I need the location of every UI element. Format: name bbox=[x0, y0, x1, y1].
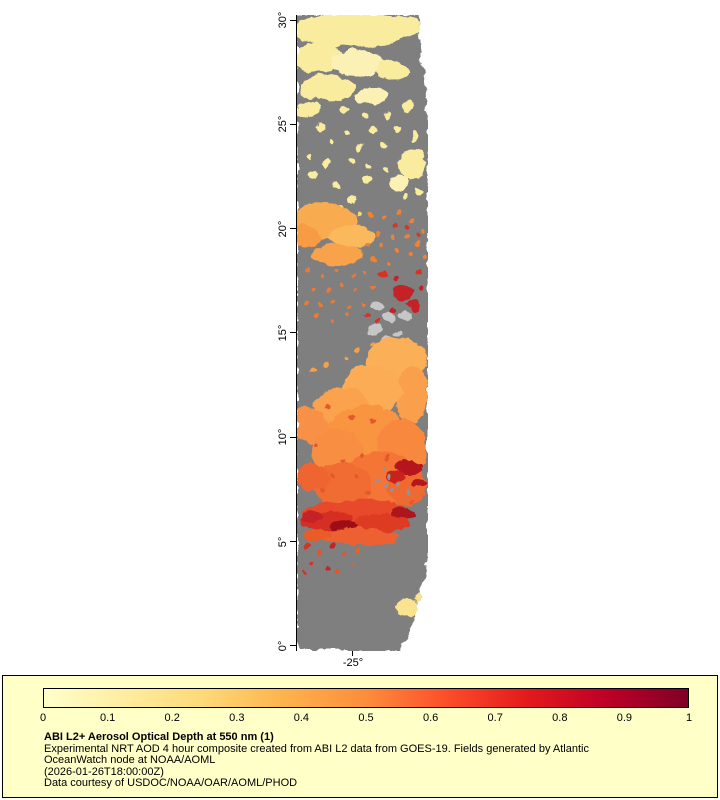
colorbar-gradient bbox=[44, 689, 688, 707]
product-description-line1: Experimental NRT AOD 4 hour composite cr… bbox=[44, 742, 589, 755]
product-title: ABI L2+ Aerosol Optical Depth at 550 nm … bbox=[44, 731, 274, 743]
caption-block: ABI L2+ Aerosol Optical Depth at 550 nm … bbox=[44, 731, 709, 790]
latitude-tick-label: 5° bbox=[277, 536, 289, 547]
colorbar-tick-label: 0.4 bbox=[293, 712, 310, 724]
moderate-aod-band bbox=[297, 202, 426, 266]
latitude-tick-label: 15° bbox=[277, 324, 289, 342]
latitude-tick-label: 30° bbox=[277, 11, 289, 29]
colorbar-tick-label: 0.8 bbox=[552, 712, 568, 724]
colorbar-tick-label: 0.1 bbox=[99, 712, 116, 724]
latitude-tick-label: 25° bbox=[277, 116, 289, 133]
latitude-tick bbox=[290, 332, 297, 333]
colorbar-tick-label: 0.5 bbox=[358, 712, 374, 724]
product-timestamp: (2026-01-26T18:00:00Z) bbox=[44, 765, 164, 778]
aod-map-swath bbox=[297, 15, 428, 650]
colorbar-tick-label: 0.9 bbox=[616, 712, 633, 724]
latitude-tick bbox=[290, 645, 297, 646]
low-aod-clouds-north bbox=[297, 15, 426, 219]
latitude-axis-line bbox=[296, 15, 297, 651]
latitude-tick-label: 20° bbox=[277, 220, 289, 237]
longitude-tick bbox=[352, 651, 353, 656]
colorbar-tick-label: 1 bbox=[685, 712, 693, 724]
latitude-tick bbox=[290, 228, 297, 229]
longitude-label: -25° bbox=[342, 657, 364, 669]
colorbar-tick-label: 0 bbox=[39, 712, 47, 724]
colorbar-tick-label: 0.3 bbox=[229, 712, 245, 724]
dust-plume-core bbox=[302, 500, 414, 545]
latitude-tick-label: 0° bbox=[277, 640, 289, 652]
colorbar-tick-label: 0.7 bbox=[487, 712, 503, 724]
colorbar-tick-label: 0.2 bbox=[164, 712, 180, 724]
product-description-line2: OceanWatch node at NOAA/AOML bbox=[44, 754, 216, 766]
latitude-tick bbox=[290, 541, 297, 542]
latitude-tick bbox=[290, 20, 297, 21]
legend-panel: 0 0.1 0.2 0.3 0.4 0.5 0.6 0.7 0.8 0.9 1 ABI L2+ Ae… bbox=[2, 675, 718, 798]
dust-plume-main bbox=[297, 337, 428, 508]
latitude-tick bbox=[290, 124, 297, 125]
colorbar bbox=[43, 688, 689, 708]
latitude-tick bbox=[290, 437, 297, 438]
swath-group bbox=[297, 15, 428, 650]
product-credit: Data courtesy of USDOC/NOAA/OAR/AOML/PHO… bbox=[44, 777, 298, 789]
colorbar-ticks: 0 0.1 0.2 0.3 0.4 0.5 0.6 0.7 0.8 0.9 1 bbox=[39, 712, 693, 726]
latitude-tick-label: 10° bbox=[277, 429, 289, 446]
south-speckles bbox=[303, 542, 361, 575]
colorbar-tick-label: 0.6 bbox=[422, 712, 439, 724]
